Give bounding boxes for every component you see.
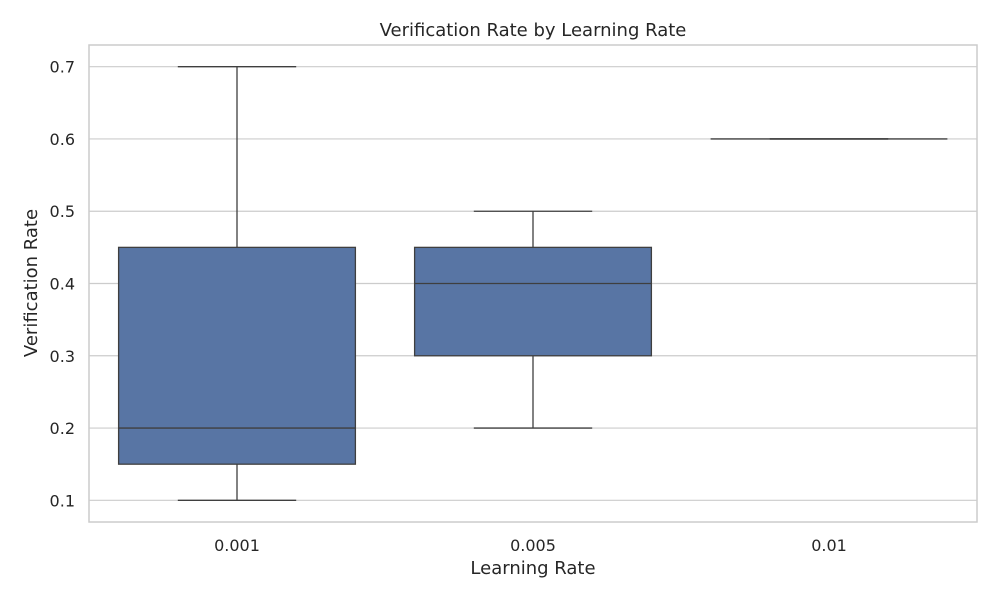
box-group-0.005 xyxy=(413,210,653,429)
box-layer xyxy=(117,66,948,501)
x-tick-label: 0.005 xyxy=(510,536,556,555)
chart-title: Verification Rate by Learning Rate xyxy=(380,20,687,41)
y-tick-label: 0.2 xyxy=(50,419,75,438)
x-tick-label: 0.01 xyxy=(811,536,847,555)
y-tick-label: 0.7 xyxy=(50,58,75,77)
y-tick-label: 0.1 xyxy=(50,491,75,510)
x-tick-labels: 0.001 0.005 0.01 xyxy=(214,536,847,555)
x-axis-label: Learning Rate xyxy=(470,558,595,579)
x-tick-label: 0.001 xyxy=(214,536,260,555)
y-tick-label: 0.5 xyxy=(50,202,75,221)
y-tick-label: 0.4 xyxy=(50,275,75,294)
y-tick-label: 0.3 xyxy=(50,347,75,366)
y-tick-label: 0.6 xyxy=(50,130,75,149)
box-group-0.001 xyxy=(117,66,357,501)
box xyxy=(117,246,357,465)
plot-frame xyxy=(88,44,978,523)
box xyxy=(413,246,653,357)
y-tick-labels: 0.1 0.2 0.3 0.4 0.5 0.6 0.7 xyxy=(50,58,75,511)
y-axis-label: Verification Rate xyxy=(21,209,42,357)
